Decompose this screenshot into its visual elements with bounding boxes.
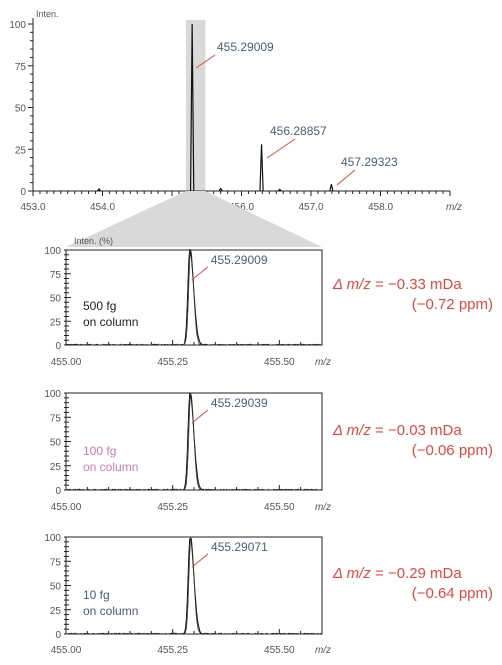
x-axis-title: m/z [315, 645, 331, 656]
delta-ppm-value: (−0.72 ppm) [411, 296, 493, 313]
zoom-spectrum-chart-1: 0 25 50 75 100 455.00 455.25 455.50 m/z Inten. (%… [44, 236, 331, 368]
peak-callout-line [191, 409, 209, 424]
x-tick-label: 455.00 [51, 645, 82, 656]
spectrum-peak [259, 144, 264, 192]
y-tick-label: 25 [50, 317, 62, 328]
y-tick-label: 50 [50, 582, 62, 593]
y-tick-label: 100 [44, 533, 61, 544]
plot-frame [65, 536, 323, 635]
delta-ppm-value: (−0.64 ppm) [411, 585, 493, 602]
x-tick-label: 455.00 [51, 357, 82, 368]
y-tick-label: 75 [50, 413, 62, 424]
x-tick-label: 457.0 [298, 202, 323, 213]
y-tick-label: 75 [50, 557, 62, 568]
y-tick-label: 0 [55, 630, 61, 641]
y-tick-label: 50 [50, 438, 62, 449]
x-axis-title: m/z [446, 202, 462, 213]
full-spectrum-chart: 0255075100453.0454.0455.0456.0457.0458.0… [9, 9, 462, 213]
sample-amount: 10 fg [83, 588, 110, 602]
y-tick-label: 75 [50, 270, 62, 281]
zoom-spectrum-chart-2: 0 25 50 75 100 455.00 455.25 455.50 m/z 455.29039… [44, 389, 331, 513]
x-tick-label: 458.0 [368, 202, 393, 213]
peak-label: 455.29009 [217, 40, 274, 54]
peak-callout-line [336, 169, 356, 186]
x-tick-label: 455.50 [264, 645, 295, 656]
spectrum-trace-overlay [65, 537, 323, 635]
mass-error-callout-1: Δ m/z = −0.33 mDa (−0.72 ppm) [333, 276, 493, 318]
peak-label: 456.28857 [270, 124, 327, 138]
x-axis-title: m/z [315, 357, 331, 368]
y-tick-label: 0 [55, 341, 61, 352]
spectrum-peak [189, 23, 195, 192]
y-tick-label: 25 [50, 606, 62, 617]
delta-mz-label: Δ m/z [333, 565, 371, 582]
delta-mda-value: = −0.03 mDa [370, 422, 462, 439]
y-tick-label: 100 [44, 389, 61, 400]
sample-note: on column [83, 604, 138, 618]
y-tick-label: 0 [55, 486, 61, 497]
spectrum-peak [218, 187, 223, 192]
x-tick-label: 455.50 [264, 502, 295, 513]
spectrum-trace-overlay [65, 392, 323, 491]
y-tick-label: 50 [15, 104, 27, 115]
spectrum-peak [96, 188, 102, 192]
sample-amount: 100 fg [83, 444, 116, 458]
mass-error-callout-3: Δ m/z = −0.29 mDa (−0.64 ppm) [333, 565, 493, 607]
sample-amount: 500 fg [83, 299, 116, 313]
x-tick-label: 455.25 [157, 645, 188, 656]
mass-error-callout-2: Δ m/z = −0.03 mDa (−0.06 ppm) [333, 422, 493, 464]
zoom-spectrum-chart-3: 0 25 50 75 100 455.00 455.25 455.50 m/z 455.29071… [44, 533, 331, 656]
y-tick-label: 25 [50, 462, 62, 473]
sample-note: on column [83, 460, 138, 474]
spectrum-peak [277, 188, 282, 192]
peak-callout-line [191, 553, 209, 568]
delta-mda-value: = −0.33 mDa [370, 276, 462, 293]
x-tick-label: 453.0 [20, 202, 45, 213]
peak-callout-line [195, 54, 216, 69]
x-axis-title: m/z [315, 502, 331, 513]
zoom-projection [66, 191, 322, 247]
spectrum-peak [329, 184, 334, 192]
y-tick-label: 100 [9, 20, 26, 31]
spectrum-trace-overlay [65, 249, 323, 346]
x-tick-label: 455.00 [51, 502, 82, 513]
y-axis-title: Inten. [36, 9, 59, 19]
peak-label: 457.29323 [341, 155, 398, 169]
y-tick-label: 75 [15, 62, 27, 73]
sample-note: on column [83, 315, 138, 329]
y-tick-label: 25 [15, 145, 27, 156]
peak-callout-line [191, 266, 209, 281]
peak-label: 455.29071 [211, 540, 268, 554]
delta-ppm-value: (−0.06 ppm) [411, 442, 493, 459]
peak-label: 455.29039 [211, 396, 268, 410]
peak-callout-line [266, 138, 296, 159]
y-axis-title: Inten. (%) [74, 236, 113, 246]
x-tick-label: 455.50 [264, 357, 295, 368]
peak-label: 455.29009 [211, 253, 268, 267]
y-tick-label: 100 [44, 246, 61, 257]
zoom-highlight-band [185, 20, 206, 191]
x-tick-label: 456.0 [229, 202, 254, 213]
y-tick-label: 50 [50, 294, 62, 305]
x-tick-label: 455.25 [157, 502, 188, 513]
x-tick-label: 454.0 [90, 202, 115, 213]
y-tick-label: 0 [20, 187, 26, 198]
delta-mz-label: Δ m/z [333, 276, 371, 293]
x-tick-label: 455.25 [157, 357, 188, 368]
delta-mz-label: Δ m/z [333, 422, 371, 439]
delta-mda-value: = −0.29 mDa [370, 565, 462, 582]
